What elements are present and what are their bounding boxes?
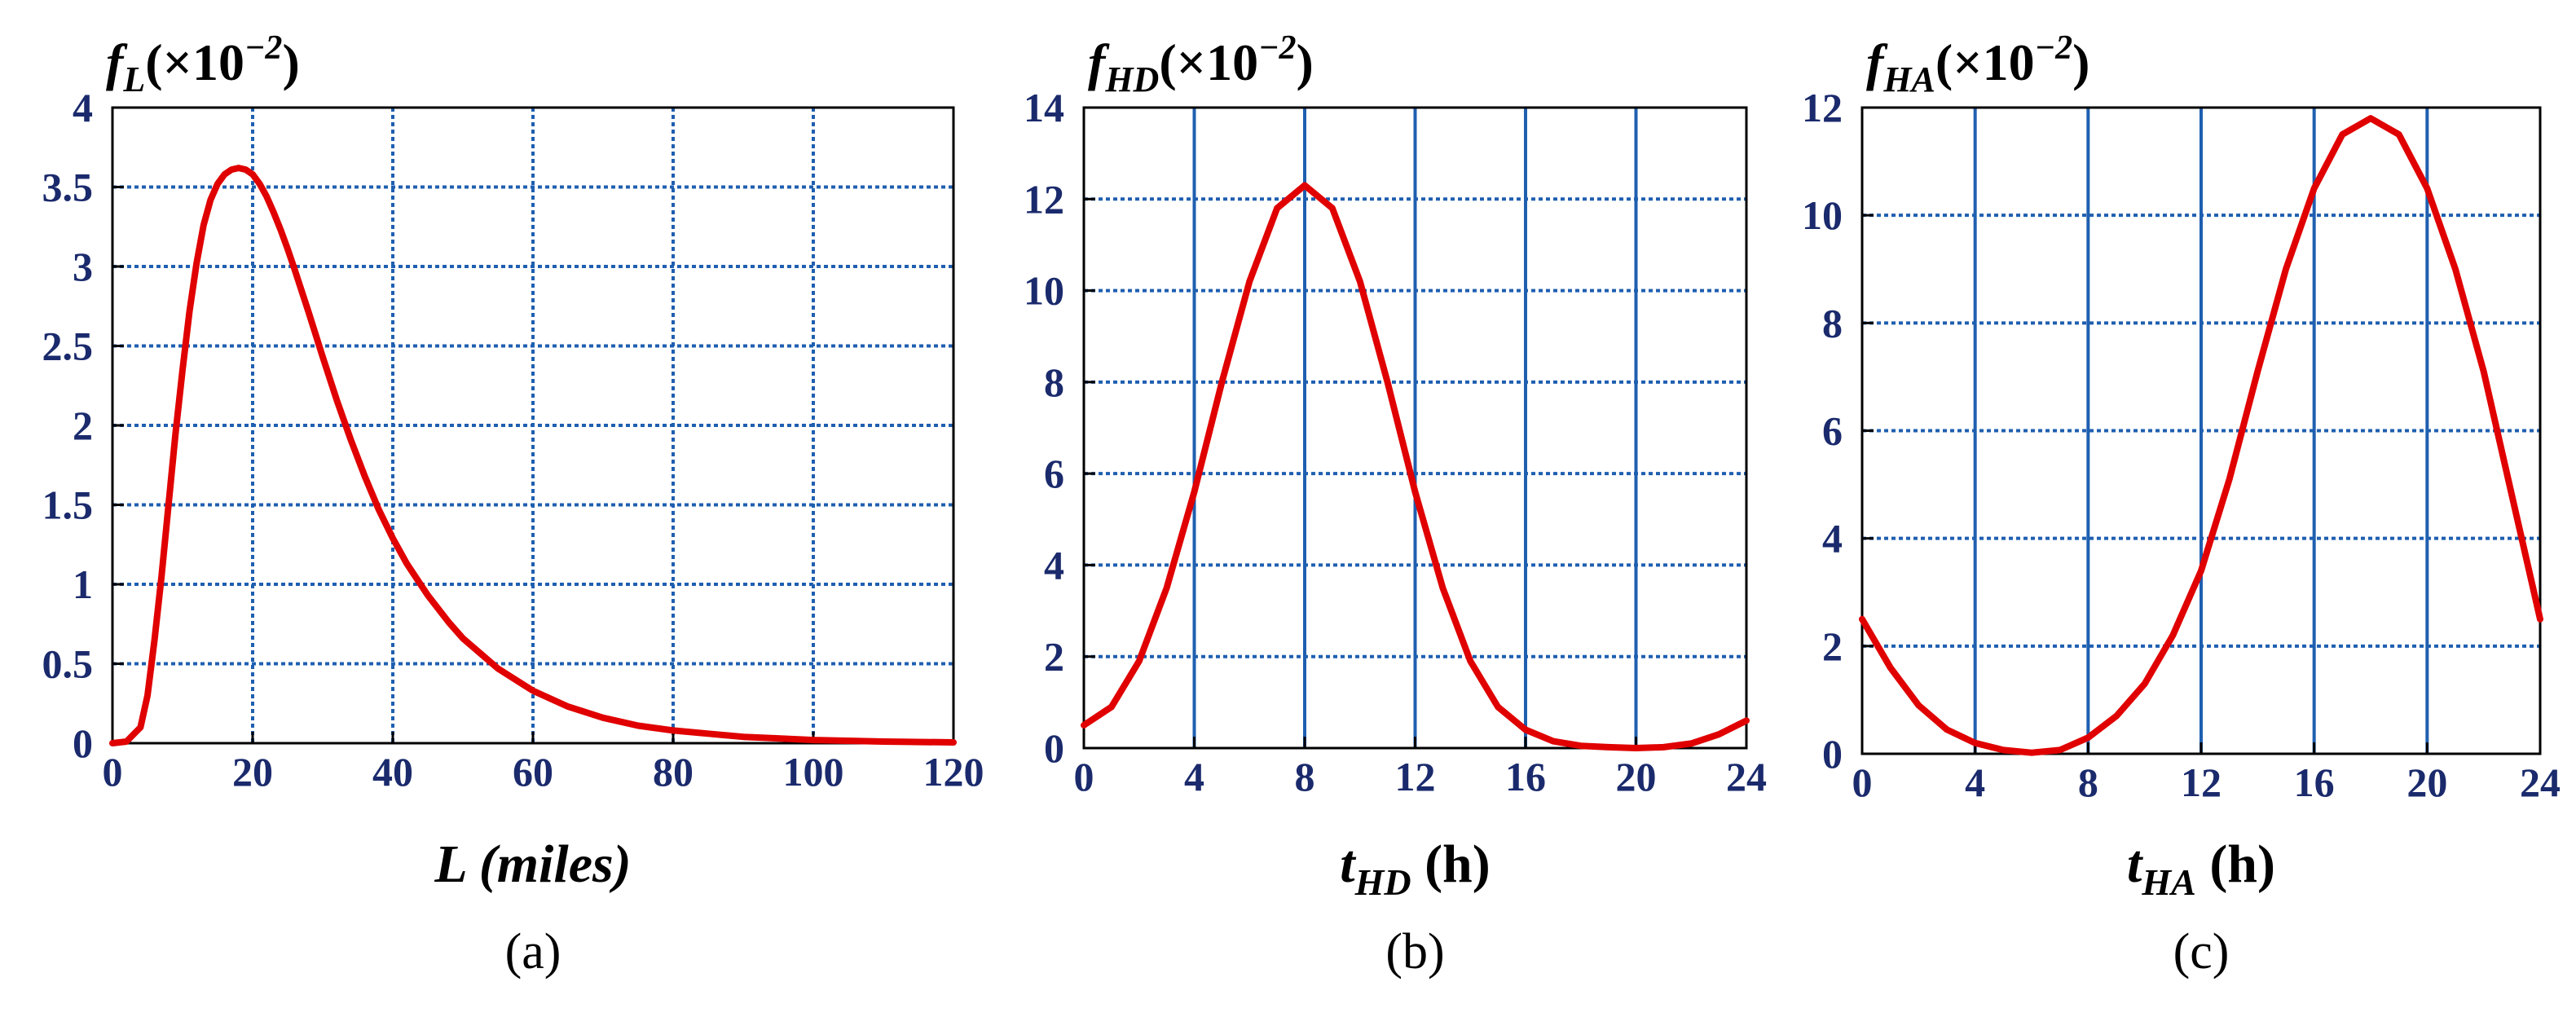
chart-b-x-tick-label-2: 8 (1295, 754, 1315, 799)
chart-b-y-tick-label-5: 10 (1024, 268, 1064, 314)
chart-b-x-tick-label-4: 16 (1505, 754, 1546, 799)
chart-c-x-tick-label-5: 20 (2406, 759, 2447, 805)
chart-a-xlabel: L (miles) (434, 834, 631, 894)
chart-b-x-tick-label-0: 0 (1074, 754, 1094, 799)
chart-a-x-tick-label-5: 100 (783, 749, 844, 795)
chart-a-y-tick-label-0: 0 (73, 720, 93, 766)
chart-b-y-tick-label-4: 8 (1044, 359, 1064, 405)
chart-c-x-tick-label-1: 4 (1965, 759, 1985, 805)
chart-c-y-tick-label-2: 4 (1822, 516, 1843, 561)
chart-b-ylabel: fHD(×10−2) (1088, 29, 1314, 99)
chart-a-x-tick-label-0: 0 (103, 749, 123, 795)
chart-panel-a: 0 20 40 60 80 100 120 0 0.5 1 1.5 2 2.5 3 3.5 4 fL(×10−2… (42, 29, 984, 980)
chart-a-x-tick-label-6: 120 (923, 749, 984, 795)
chart-a-y-tick-label-2: 1 (73, 561, 93, 607)
chart-a-series-line-0 (109, 165, 957, 746)
chart-a-x-tick-label-2: 40 (372, 749, 413, 795)
chart-c-y-tick-label-1: 2 (1822, 623, 1843, 669)
chart-b-x-tick-label-3: 12 (1395, 754, 1436, 799)
chart-b-x-tick-label-1: 4 (1184, 754, 1204, 799)
chart-c-x-tick-label-0: 0 (1852, 759, 1873, 805)
chart-c-y-tick-label-0: 0 (1822, 731, 1843, 777)
chart-c-x-tick-label-3: 12 (2181, 759, 2222, 805)
chart-c-x-tick-label-4: 16 (2294, 759, 2335, 805)
chart-b-y-tick-label-0: 0 (1044, 725, 1064, 771)
chart-b-y-tick-label-2: 4 (1044, 542, 1064, 588)
chart-a-x-tick-label-3: 60 (513, 749, 553, 795)
chart-c-y-tick-label-4: 8 (1822, 300, 1843, 346)
chart-c-xlabel: tHA (h) (2127, 834, 2275, 903)
chart-b-y-tick-label-1: 2 (1044, 634, 1064, 680)
chart-b-y-tick-label-7: 14 (1024, 85, 1064, 130)
chart-c-series-line-0 (1859, 115, 2543, 756)
chart-c-panel-label: (c) (2173, 924, 2230, 980)
chart-c-y-tick-label-3: 6 (1822, 408, 1843, 454)
chart-a-y-tick-label-7: 3.5 (42, 165, 94, 210)
chart-a-panel-label: (a) (505, 924, 561, 980)
chart-b-y-tick-label-6: 12 (1024, 176, 1064, 222)
chart-c-x-tick-label-6: 24 (2520, 759, 2561, 805)
chart-a-y-tick-label-6: 3 (73, 244, 93, 289)
chart-b-xlabel: tHD (h) (1340, 834, 1491, 903)
chart-b-panel-label: (b) (1385, 924, 1444, 980)
chart-b-y-tick-label-3: 6 (1044, 451, 1064, 496)
chart-c-x-tick-label-2: 8 (2078, 759, 2098, 805)
chart-a-x-tick-label-1: 20 (232, 749, 273, 795)
chart-b-series-line-0 (1081, 182, 1750, 751)
chart-a-y-tick-label-1: 0.5 (42, 641, 94, 687)
chart-a-y-tick-label-4: 2 (73, 403, 93, 448)
chart-a-y-tick-label-5: 2.5 (42, 324, 94, 369)
chart-c-y-tick-label-6: 12 (1802, 85, 1843, 130)
chart-c-y-tick-label-5: 10 (1802, 192, 1843, 238)
chart-a-y-tick-label-3: 1.5 (42, 482, 94, 528)
chart-b-x-tick-label-5: 20 (1616, 754, 1657, 799)
chart-b-x-tick-label-6: 24 (1726, 754, 1767, 799)
chart-a-x-tick-label-4: 80 (653, 749, 694, 795)
chart-a-y-tick-label-8: 4 (73, 85, 93, 130)
chart-c-ylabel: fHA(×10−2) (1866, 29, 2089, 99)
chart-a-ylabel: fL(×10−2) (106, 29, 300, 99)
